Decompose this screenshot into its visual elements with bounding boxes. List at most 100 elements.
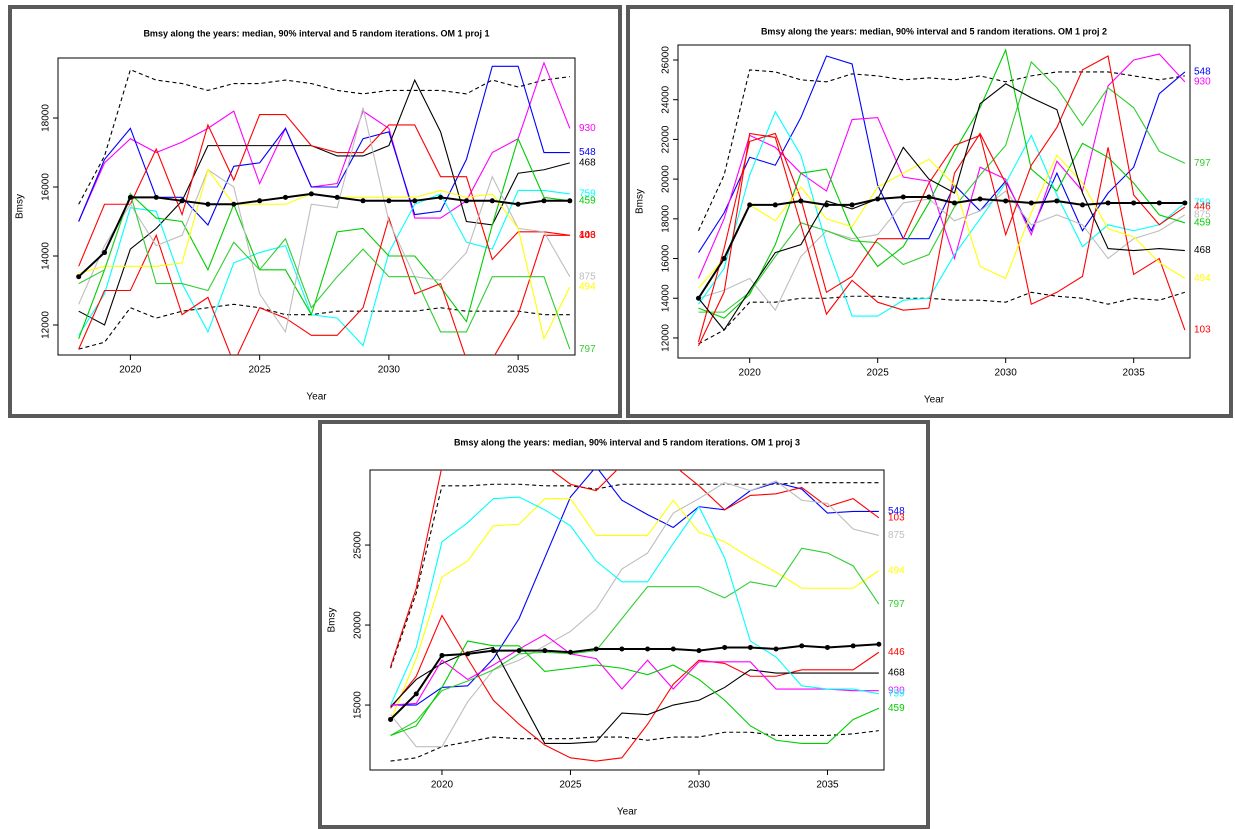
series-line <box>390 646 879 744</box>
median-point <box>439 652 445 658</box>
series-end-label: 875 <box>888 530 905 541</box>
series-line <box>78 216 570 355</box>
median-point <box>1054 198 1060 204</box>
series-end-label: 797 <box>888 599 905 610</box>
median-point <box>257 198 263 204</box>
x-tick-label: 2020 <box>119 365 142 376</box>
series-line <box>78 189 570 347</box>
median-point <box>360 198 366 204</box>
series-line <box>390 470 879 706</box>
series-end-label: 103 <box>888 512 905 523</box>
median-point <box>645 646 651 652</box>
median-point <box>76 274 82 280</box>
y-tick-label: 26000 <box>661 46 672 74</box>
median-point <box>490 648 496 654</box>
median-point <box>541 198 547 204</box>
median-point <box>412 198 418 204</box>
median-point <box>926 194 932 200</box>
series-line <box>78 137 570 339</box>
chart-title: Bmsy along the years: median, 90% interv… <box>143 28 489 38</box>
plot-area <box>76 61 573 355</box>
x-axis-label: Year <box>924 395 945 406</box>
median-point <box>308 191 314 197</box>
series-line <box>698 48 1186 319</box>
x-tick-label: 2025 <box>867 368 890 379</box>
series-end-label: 548 <box>579 147 596 158</box>
median-point <box>127 194 133 200</box>
median-point <box>670 646 676 652</box>
median-point <box>977 196 983 202</box>
median-point <box>153 194 159 200</box>
median-point <box>102 250 108 256</box>
series-end-label: 930 <box>579 123 596 134</box>
median-point <box>179 198 185 204</box>
series-line <box>390 614 880 762</box>
series-line <box>390 633 879 706</box>
y-axis-label: Bmsy <box>327 608 338 633</box>
median-point <box>824 644 830 650</box>
panel: Bmsy along the years: median, 90% interv… <box>626 5 1233 418</box>
series-line <box>78 107 571 334</box>
median-point <box>1131 200 1137 206</box>
y-tick-label: 18000 <box>41 104 52 132</box>
series-line <box>390 498 880 722</box>
panel: Bmsy along the years: median, 90% interv… <box>8 5 622 418</box>
y-axis-label: Bmsy <box>15 194 26 219</box>
series-line <box>390 640 880 744</box>
series-line <box>390 470 880 667</box>
series-end-label: 468 <box>888 668 905 679</box>
series-line <box>390 547 880 736</box>
y-tick-label: 12000 <box>41 311 52 339</box>
series-line <box>390 730 879 762</box>
median-point <box>413 691 419 697</box>
median-point <box>334 194 340 200</box>
y-tick-label: 25000 <box>353 531 364 559</box>
series-end-label: 930 <box>888 685 905 696</box>
chart: Bmsy along the years: median, 90% interv… <box>635 26 1211 406</box>
series-end-label: 548 <box>1194 67 1211 78</box>
series-line <box>697 195 1185 299</box>
plot-area <box>695 48 1188 347</box>
median-point <box>721 256 727 262</box>
series-end-label: 494 <box>1194 273 1211 284</box>
median-point <box>849 202 855 208</box>
series-end-label: 797 <box>1194 158 1211 169</box>
x-tick-label: 2035 <box>507 365 530 376</box>
median-point <box>515 201 521 207</box>
plot-frame <box>369 469 885 771</box>
chart: Bmsy along the years: median, 90% interv… <box>15 28 596 402</box>
series-line <box>697 55 1186 343</box>
series-line <box>389 643 879 721</box>
series-line <box>698 154 1186 289</box>
median-point <box>1105 200 1111 206</box>
median-point <box>567 649 573 655</box>
series-line <box>78 303 570 350</box>
y-tick-label: 16000 <box>41 173 52 201</box>
series-end-label: 875 <box>1194 209 1211 220</box>
series-end-label: 930 <box>1194 76 1211 87</box>
series-line <box>698 190 1186 312</box>
median-point <box>747 644 753 650</box>
series-end-label: 759 <box>1194 198 1211 209</box>
series-end-label: 494 <box>579 282 596 293</box>
series-line <box>698 291 1186 345</box>
series-end-label: 459 <box>888 703 905 714</box>
x-axis-label: Year <box>617 807 638 818</box>
series-line <box>698 110 1186 317</box>
series-line <box>78 61 571 222</box>
median-point <box>516 648 522 654</box>
median-point <box>747 202 753 208</box>
median-point <box>695 295 701 301</box>
median-point <box>465 651 471 657</box>
series-end-label: 759 <box>888 688 905 699</box>
series-end-label: 875 <box>579 271 596 282</box>
median-point <box>542 648 548 654</box>
series-end-label: 797 <box>579 344 596 355</box>
chart-title: Bmsy along the years: median, 90% interv… <box>454 437 800 447</box>
x-tick-label: 2030 <box>688 780 711 791</box>
x-tick-label: 2025 <box>249 365 272 376</box>
series-line <box>77 192 570 278</box>
median-point <box>567 198 573 204</box>
y-tick-label: 20000 <box>661 165 672 193</box>
